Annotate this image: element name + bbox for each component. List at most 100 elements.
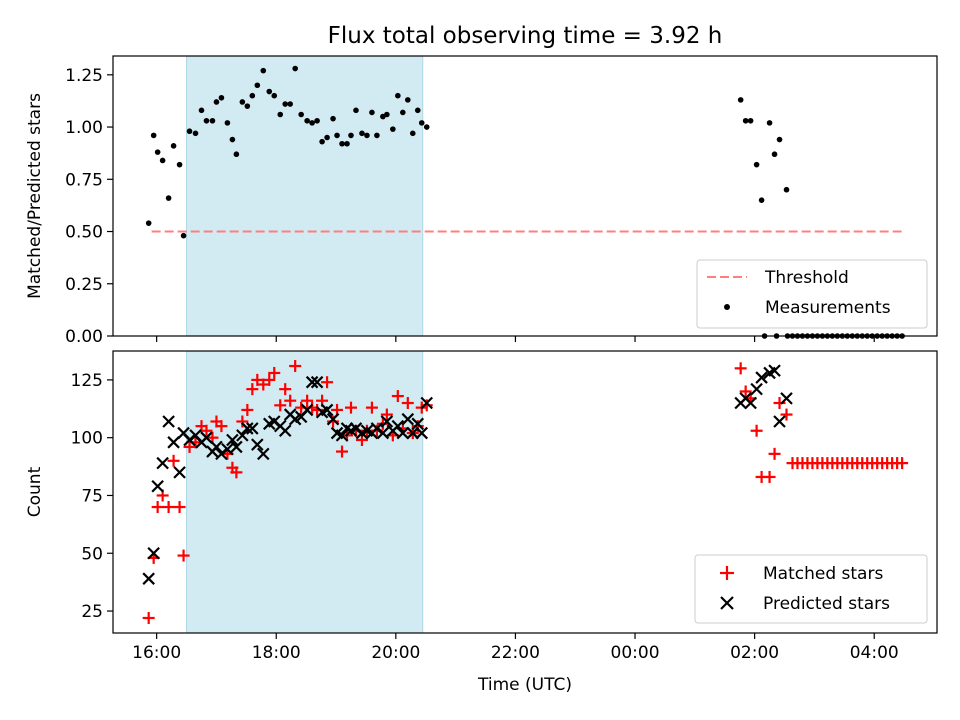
measurement-point (414, 107, 421, 114)
measurement-point (766, 120, 773, 126)
predicted-star-marker (162, 415, 175, 428)
measurement-point (165, 195, 172, 201)
matched-star-marker (167, 454, 180, 467)
top-legend: Threshold Measurements (696, 259, 928, 329)
y-tick-label: 1.00 (65, 118, 103, 138)
measurement-point (213, 99, 220, 105)
predicted-star-marker (376, 426, 390, 440)
matched-star-marker (763, 470, 776, 483)
x-tick-label: 18:00 (252, 643, 301, 663)
legend-measurements-swatch (724, 304, 730, 310)
matched-star-marker (246, 383, 259, 396)
matched-star-marker (391, 390, 404, 403)
measurement-point (747, 117, 754, 124)
measurement-point (776, 136, 783, 143)
predicted-star-marker (768, 364, 781, 377)
predicted-star-marker (401, 412, 415, 426)
bottom-legend: Matched stars Predicted stars (694, 554, 928, 624)
y-tick-label: 125 (71, 371, 103, 391)
x-axis-label: Time (UTC) (477, 675, 572, 695)
measurement-point (309, 120, 315, 126)
y-tick-label: 0.75 (65, 170, 103, 190)
matched-star-marker (750, 424, 763, 437)
measurement-point (254, 82, 261, 89)
measurement-point (277, 111, 284, 118)
figure-title: Flux total observing time = 3.92 h (328, 23, 723, 49)
legend-matched-swatch (720, 566, 734, 580)
measurement-point (330, 115, 336, 122)
measurement-point (409, 130, 416, 137)
matched-star-marker (336, 445, 349, 458)
matched-star-marker (268, 366, 281, 379)
top-plot-frame (112, 55, 938, 337)
predicted-star-marker (380, 415, 394, 428)
legend-threshold-label: Threshold (764, 268, 849, 288)
measurement-point (244, 103, 251, 109)
matched-star-marker (151, 501, 164, 514)
measurement-point (233, 151, 240, 158)
matched-star-marker (896, 457, 909, 470)
predicted-star-marker (406, 426, 420, 440)
predicted-star-marker (300, 403, 314, 417)
predicted-star-marker (744, 396, 757, 410)
predicted-star-marker (173, 466, 186, 479)
predicted-star-marker (142, 572, 155, 585)
top-panel: 0.00 0.25 0.50 0.75 1.00 1.25 Matched/Predict… (25, 55, 938, 347)
matched-star-marker (230, 466, 243, 479)
y-tick-label: 1.25 (65, 66, 103, 86)
measurement-point (423, 124, 430, 130)
top-x-ticks (156, 336, 875, 342)
matched-star-marker (739, 385, 752, 398)
top-y-ticks: 0.00 0.25 0.50 0.75 1.00 1.25 (65, 66, 113, 347)
predicted-star-marker (780, 392, 793, 405)
measurement-point (292, 65, 298, 72)
measurement-point (737, 97, 744, 103)
measurement-point (170, 143, 177, 149)
y-tick-label: 0.50 (65, 223, 103, 243)
measurement-point (374, 132, 380, 139)
measurement-point (176, 161, 183, 168)
measurement-point (758, 197, 765, 203)
y-tick-label: 0.00 (65, 327, 103, 347)
matched-star-marker (289, 360, 302, 373)
matched-star-marker (162, 501, 175, 514)
bottom-plot-frame (112, 350, 938, 634)
matched-star-marker (344, 401, 357, 414)
measurement-point (180, 232, 187, 239)
measurement-point (753, 161, 760, 168)
measurement-point (771, 151, 778, 158)
x-tick-label: 04:00 (850, 643, 899, 663)
measurement-point (260, 67, 267, 74)
measurement-point (369, 109, 375, 116)
measurement-point (418, 120, 425, 126)
x-tick-label: 00:00 (611, 643, 660, 663)
predicted-star-marker (246, 422, 259, 435)
predicted-star-marker (236, 429, 249, 442)
bottom-x-ticks: 16:00 18:00 20:00 22:00 00:00 02:00 04:00 (132, 633, 899, 663)
measurement-point (192, 130, 199, 137)
predicted-star-marker (310, 375, 324, 389)
matched-star-marker (420, 399, 433, 412)
predicted-star-marker (320, 403, 334, 417)
predicted-star-marker (251, 438, 264, 451)
predicted-star-marker (415, 426, 429, 440)
measurement-point (271, 92, 278, 99)
predicted-star-marker (156, 456, 169, 470)
matched-star-marker (380, 408, 393, 421)
legend-matched-label: Matched stars (763, 564, 883, 584)
matched-star-marker (200, 424, 213, 437)
x-tick-label: 02:00 (730, 643, 779, 663)
top-shaded-span (186, 55, 424, 337)
measurement-point (314, 117, 320, 124)
y-tick-label: 50 (81, 544, 103, 564)
bottom-shaded-span (186, 350, 424, 634)
predicted-stars-markers (142, 364, 793, 585)
measurement-point (154, 149, 161, 155)
measurement-point (319, 138, 325, 145)
measurement-point (203, 117, 210, 124)
bottom-legend-box (694, 554, 928, 624)
measurement-point (224, 120, 231, 126)
matched-star-marker (734, 362, 747, 375)
matched-star-marker (173, 501, 186, 514)
